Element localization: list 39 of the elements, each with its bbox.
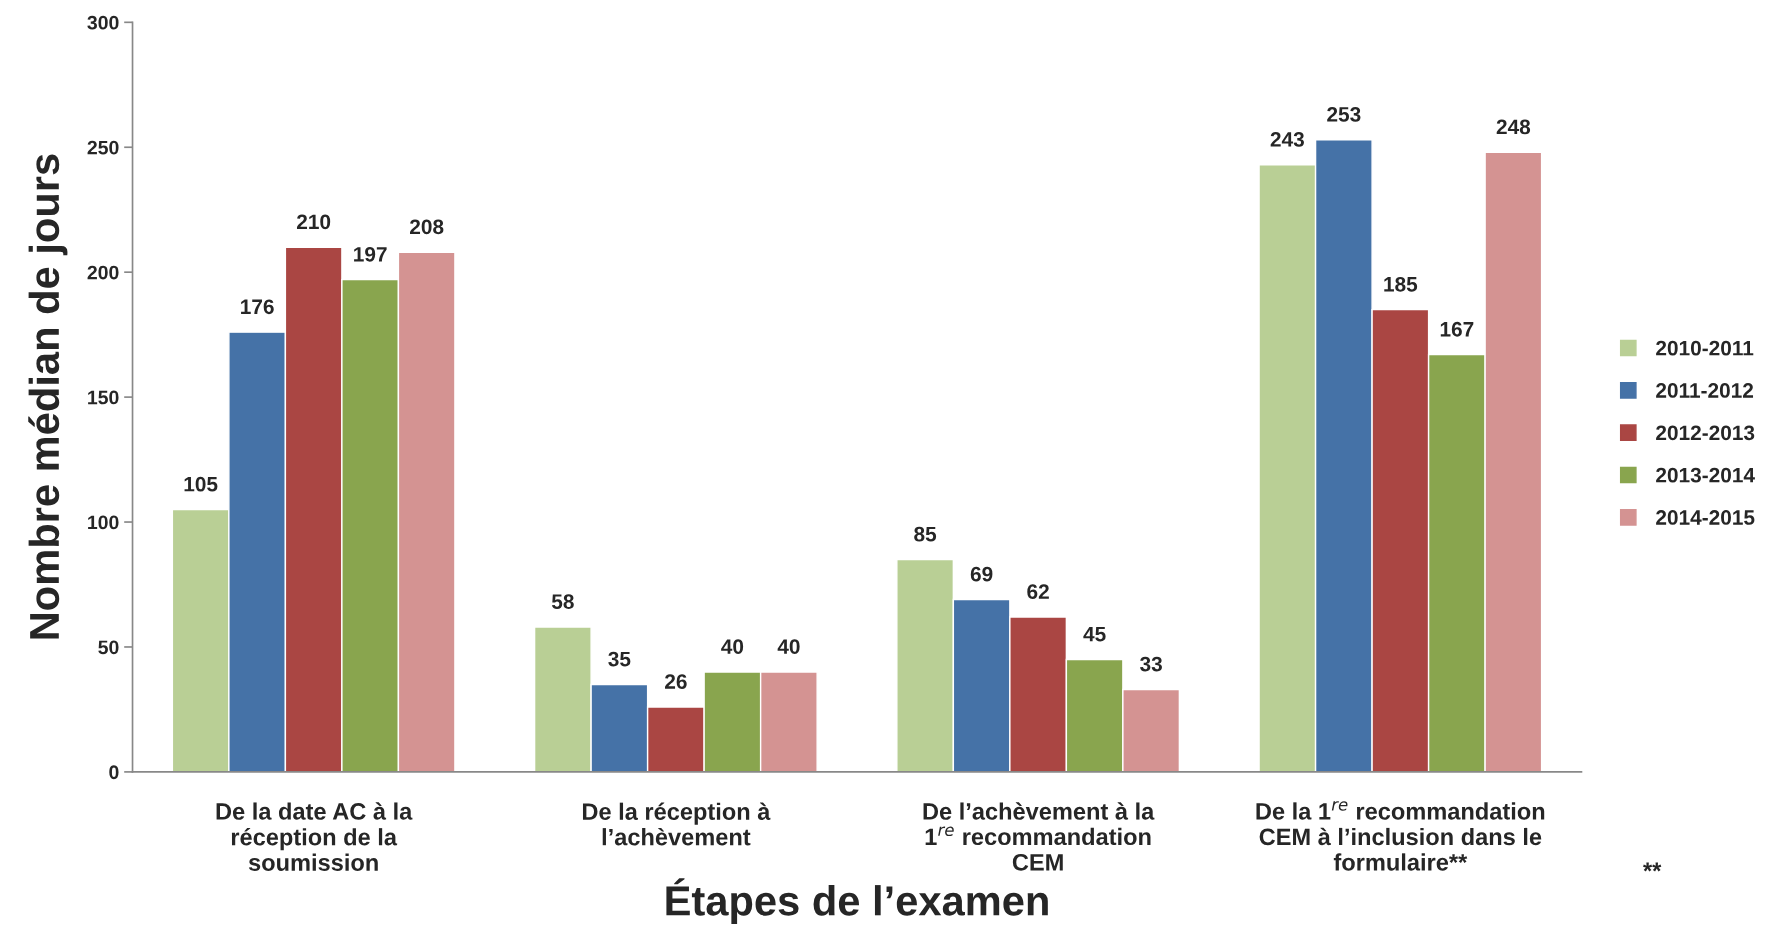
- x-axis-title: Étapes de l’examen: [666, 878, 1048, 924]
- data-label: 58: [551, 594, 574, 609]
- data-label: 243: [1270, 131, 1304, 147]
- y-tick-label: 50: [98, 640, 119, 655]
- data-label: 35: [608, 651, 631, 667]
- data-label: 248: [1496, 119, 1531, 135]
- data-label: 105: [184, 476, 218, 492]
- data-label: 210: [296, 214, 331, 230]
- data-label: 197: [354, 246, 387, 262]
- legend-label: 2011-2012: [1656, 383, 1754, 398]
- y-tick-label: 100: [88, 515, 119, 530]
- data-label: 40: [721, 639, 744, 654]
- x-tick-label: De la réception à l’achèvement: [582, 802, 771, 846]
- y-tick-label: 200: [87, 265, 119, 280]
- data-label: 33: [1140, 656, 1162, 672]
- data-label: 253: [1327, 106, 1361, 122]
- text: **: [1643, 862, 1662, 872]
- y-tick-label: 300: [87, 15, 119, 30]
- legend-label: 2010-2011: [1656, 340, 1754, 356]
- data-label: 40: [777, 639, 800, 654]
- data-label: 176: [241, 299, 274, 315]
- y-axis-title: Nombre médian de jours: [28, 154, 68, 639]
- y-tick-label: 0: [109, 765, 119, 780]
- data-label: 185: [1384, 276, 1418, 292]
- x-tick-label: De la 1$^{re}$ recommandation CEM à l’inclusion dans le formulaire**: [1256, 801, 1545, 871]
- legend-label: 2012-2013: [1656, 425, 1755, 441]
- data-label: 85: [914, 526, 937, 542]
- data-label: 45: [1083, 626, 1106, 642]
- data-label: 208: [410, 219, 444, 235]
- legend-label: 2014-2015: [1656, 510, 1755, 525]
- data-label: 167: [1440, 321, 1474, 337]
- y-tick-label: 150: [88, 390, 119, 405]
- x-tick-label: De la date AC à la réception de la soumission: [216, 802, 413, 871]
- x-tick-label: De l’achèvement à la 1$^{re}$ recommandation CEM: [923, 802, 1155, 871]
- legend-label: 2013-2014: [1656, 467, 1755, 483]
- y-tick-label: 250: [87, 140, 119, 155]
- data-label: 69: [970, 566, 993, 582]
- data-label: 26: [665, 674, 687, 689]
- data-label: 62: [1027, 584, 1049, 599]
